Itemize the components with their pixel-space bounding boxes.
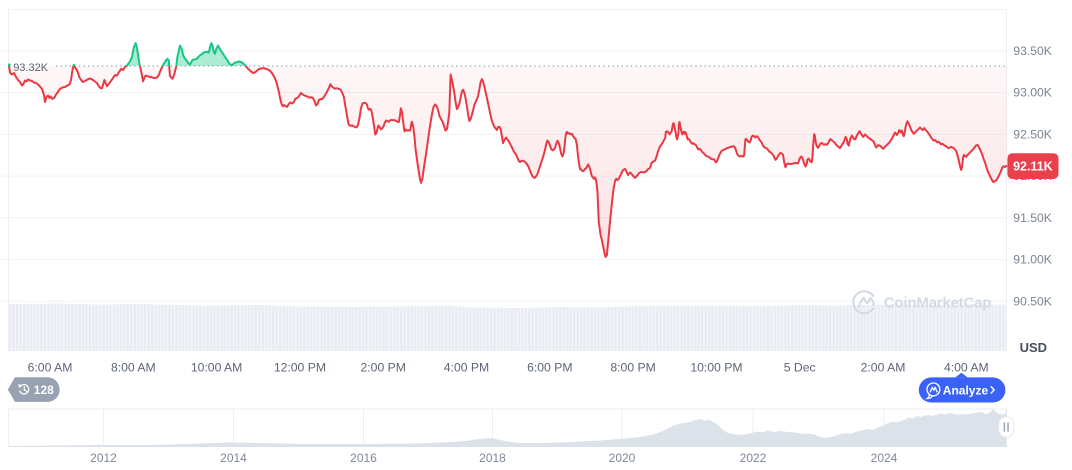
svg-text:90.50K: 90.50K [1013,294,1052,308]
svg-text:4:00 AM: 4:00 AM [944,361,989,375]
svg-text:8:00 AM: 8:00 AM [111,361,156,375]
svg-text:Analyze: Analyze [943,383,989,397]
svg-text:128: 128 [34,383,54,397]
svg-text:6:00 PM: 6:00 PM [527,361,572,375]
svg-text:93.50K: 93.50K [1013,44,1052,58]
svg-text:2:00 AM: 2:00 AM [861,361,906,375]
svg-text:CoinMarketCap: CoinMarketCap [884,294,991,311]
svg-text:2024: 2024 [871,451,898,465]
svg-text:USD: USD [1020,340,1047,355]
svg-text:5 Dec: 5 Dec [784,361,816,375]
svg-text:2022: 2022 [740,451,767,465]
svg-text:6:00 AM: 6:00 AM [28,361,73,375]
svg-text:2016: 2016 [350,451,377,465]
svg-text:92.11K: 92.11K [1013,160,1053,174]
svg-text:10:00 PM: 10:00 PM [690,361,742,375]
svg-text:10:00 AM: 10:00 AM [191,361,243,375]
svg-text:93.00K: 93.00K [1013,86,1052,100]
svg-text:91.00K: 91.00K [1013,253,1052,267]
svg-text:2018: 2018 [479,451,506,465]
svg-text:2:00 PM: 2:00 PM [361,361,406,375]
svg-text:2012: 2012 [90,451,117,465]
svg-text:8:00 PM: 8:00 PM [610,361,655,375]
svg-text:91.50K: 91.50K [1013,211,1052,225]
svg-text:93.32K: 93.32K [13,62,49,74]
svg-text:4:00 PM: 4:00 PM [444,361,489,375]
svg-text:2014: 2014 [220,451,247,465]
svg-text:92.50K: 92.50K [1013,127,1052,141]
svg-text:2020: 2020 [609,451,636,465]
svg-text:12:00 PM: 12:00 PM [274,361,326,375]
